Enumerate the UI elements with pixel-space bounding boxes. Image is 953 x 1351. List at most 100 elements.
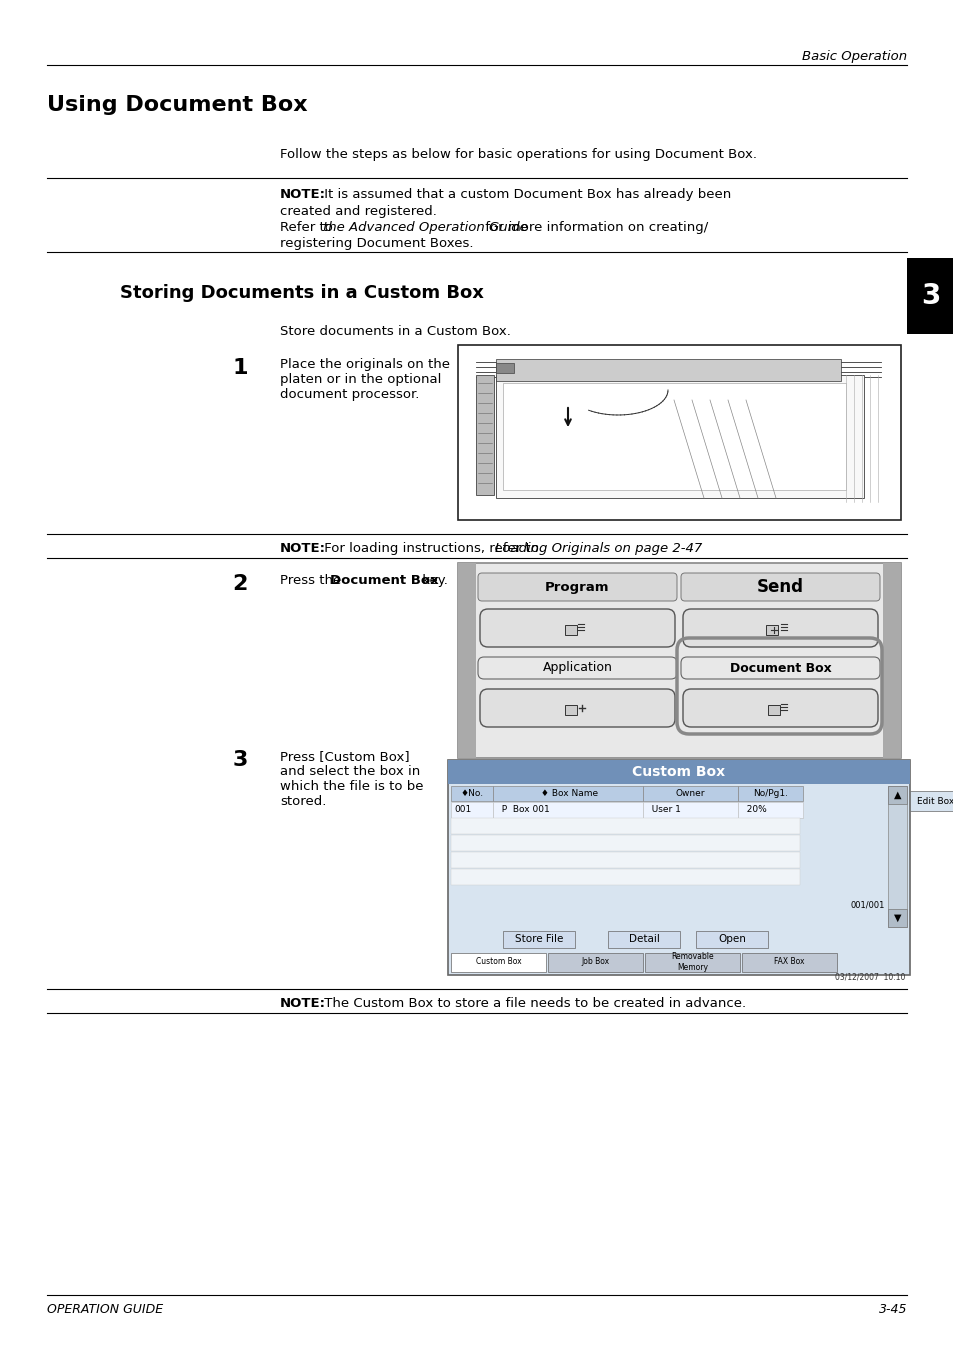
Bar [887,909,906,927]
Bar [906,258,953,334]
Bar [457,563,476,758]
FancyBboxPatch shape [477,573,677,601]
Bar [451,817,800,834]
Text: No/Pg1.: No/Pg1. [752,789,787,798]
Text: It is assumed that a custom Document Box has already been: It is assumed that a custom Document Box… [319,188,731,201]
Text: Follow the steps as below for basic operations for using Document Box.: Follow the steps as below for basic oper… [280,149,757,161]
Text: FAX Box: FAX Box [774,958,804,966]
Text: Owner: Owner [675,789,704,798]
Bar [882,563,900,758]
Bar [547,952,642,971]
Text: 20%: 20% [740,805,766,815]
Text: Detail: Detail [628,935,659,944]
Text: registering Document Boxes.: registering Document Boxes. [280,236,473,250]
Bar [909,790,953,811]
Bar [476,376,494,494]
Text: Program: Program [545,581,609,593]
Bar [765,626,778,635]
Text: NOTE:: NOTE: [280,188,326,201]
Text: Press the: Press the [280,574,345,586]
Text: the Advanced Operation Guide: the Advanced Operation Guide [323,222,527,234]
Text: ▼: ▼ [893,913,901,923]
Text: Open: Open [718,935,745,944]
Bar [457,345,900,520]
Bar [451,952,545,971]
Text: Storing Documents in a Custom Box: Storing Documents in a Custom Box [120,284,483,303]
Text: Refer to: Refer to [280,222,336,234]
Bar [644,952,740,971]
Text: Job Box: Job Box [580,958,609,966]
Text: Edit Box: Edit Box [917,797,953,805]
Bar [451,835,800,851]
Bar [502,382,845,490]
Bar [451,786,493,801]
Text: 1: 1 [232,358,248,378]
Text: 03/12/2007  10:10: 03/12/2007 10:10 [834,971,904,981]
Text: Document Box: Document Box [729,662,830,674]
Text: for more information on creating/: for more information on creating/ [480,222,707,234]
Text: Custom Box: Custom Box [476,958,520,966]
FancyBboxPatch shape [680,657,879,680]
Text: Place the originals on the
platen or in the optional
document processor.: Place the originals on the platen or in … [280,358,450,401]
Text: Store documents in a Custom Box.: Store documents in a Custom Box. [280,326,511,338]
Text: .: . [672,542,677,555]
Text: NOTE:: NOTE: [280,997,326,1011]
FancyBboxPatch shape [479,689,675,727]
Text: Document Box: Document Box [330,574,438,586]
Text: 2: 2 [233,574,248,594]
FancyBboxPatch shape [680,573,879,601]
Bar [451,869,800,885]
Text: Loading Originals on page 2-47: Loading Originals on page 2-47 [495,542,701,555]
Bar [564,705,577,715]
Text: key.: key. [417,574,447,586]
Bar [451,852,800,867]
Text: 3-45: 3-45 [878,1302,906,1316]
Bar [607,931,679,948]
Bar [448,761,909,975]
Text: NOTE:: NOTE: [280,542,326,555]
Text: 3: 3 [233,750,248,770]
Text: ▲: ▲ [893,790,901,800]
Text: Press [Custom Box]
and select the box in
which the file is to be
stored.: Press [Custom Box] and select the box in… [280,750,423,808]
Text: Custom Box: Custom Box [632,765,725,780]
Text: 3: 3 [921,282,940,309]
FancyBboxPatch shape [682,609,877,647]
Text: OPERATION GUIDE: OPERATION GUIDE [47,1302,163,1316]
Text: Using Document Box: Using Document Box [47,95,307,115]
Bar [496,359,841,381]
Bar [887,786,906,927]
Bar [448,761,909,784]
Bar [493,786,642,801]
Text: P  Box 001: P Box 001 [496,805,549,815]
Text: 001/001: 001/001 [850,901,884,909]
Bar [741,952,836,971]
Bar [496,376,863,499]
Text: Basic Operation: Basic Operation [801,50,906,63]
FancyBboxPatch shape [477,657,677,680]
Bar [564,626,577,635]
Text: ♦ Box Name: ♦ Box Name [537,789,598,798]
Text: Removable
Memory: Removable Memory [671,952,713,971]
Text: Application: Application [542,662,612,674]
Bar [496,363,514,373]
Bar [738,786,802,801]
Bar [738,802,802,817]
Text: For loading instructions, refer to: For loading instructions, refer to [319,542,542,555]
Text: 001: 001 [454,805,471,815]
Bar [493,802,642,817]
Bar [696,931,767,948]
FancyBboxPatch shape [682,689,877,727]
Text: Store File: Store File [515,935,562,944]
Bar [457,563,900,758]
Bar [887,786,906,804]
Text: ♦No.: ♦No. [460,789,483,798]
Text: created and registered.: created and registered. [280,205,436,218]
FancyBboxPatch shape [479,609,675,647]
Bar [451,802,493,817]
Text: The Custom Box to store a file needs to be created in advance.: The Custom Box to store a file needs to … [319,997,745,1011]
Bar [642,802,738,817]
Bar [642,786,738,801]
Bar [767,705,780,715]
Text: User 1: User 1 [645,805,680,815]
Bar [502,931,575,948]
